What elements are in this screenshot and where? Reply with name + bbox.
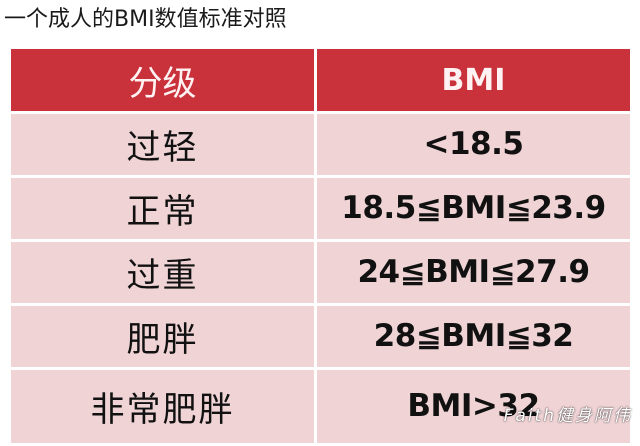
grade-cell: 正常 <box>8 174 317 242</box>
bmi-range-cell: 28≦BMI≦32 <box>314 302 633 370</box>
table-header-row: 分级 BMI <box>8 46 633 114</box>
table-row: 过重 24≦BMI≦27.9 <box>8 238 633 306</box>
header-grade: 分级 <box>8 46 317 114</box>
table-row: 非常肥胖 BMI>32 <box>8 366 633 446</box>
grade-cell: 肥胖 <box>8 302 317 370</box>
bmi-range-cell: 18.5≦BMI≦23.9 <box>314 174 633 242</box>
grade-cell: 过重 <box>8 238 317 306</box>
table-row: 过轻 <18.5 <box>8 111 633 178</box>
bmi-range-cell: 24≦BMI≦27.9 <box>314 238 633 306</box>
table-row: 肥胖 28≦BMI≦32 <box>8 302 633 370</box>
bmi-standard-table: 分级 BMI 过轻 <18.5 正常 18.5≦BMI≦23.9 过重 24≦B… <box>8 46 633 446</box>
bmi-range-cell: BMI>32 <box>314 366 633 446</box>
grade-cell: 过轻 <box>8 111 317 178</box>
page-title: 一个成人的BMI数值标准对照 <box>4 7 287 32</box>
table-row: 正常 18.5≦BMI≦23.9 <box>8 174 633 242</box>
bmi-range-cell: <18.5 <box>314 111 633 178</box>
header-bmi: BMI <box>314 46 633 114</box>
grade-cell: 非常肥胖 <box>8 366 317 446</box>
watermark: Faith健身阿伟 <box>503 406 632 426</box>
